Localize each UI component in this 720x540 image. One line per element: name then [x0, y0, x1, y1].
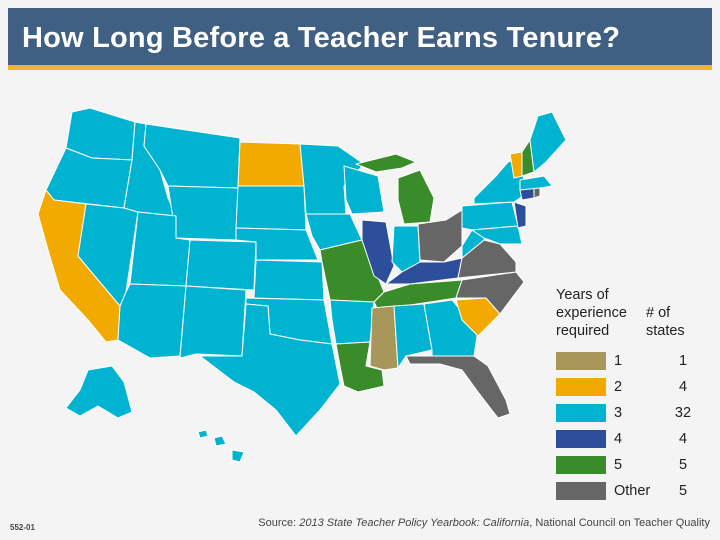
legend-heading-count: # of states [646, 305, 685, 339]
us-map [0, 80, 720, 520]
legend-swatch [556, 430, 606, 448]
state-hawaii [197, 429, 245, 463]
legend-row-label: 3 [614, 405, 623, 421]
state-alabama [393, 303, 433, 369]
state-mississippi [369, 305, 399, 371]
source-prefix: Source: [258, 517, 300, 529]
state-louisiana [335, 341, 385, 393]
title-bar: How Long Before a Teacher Earns Tenure? [8, 8, 712, 70]
us-map-svg [37, 107, 567, 463]
state-kansas [253, 259, 325, 301]
state-south-dakota [235, 185, 307, 231]
state-minnesota [299, 143, 365, 215]
source-title: 2013 State Teacher Policy Yearbook: Cali… [299, 517, 530, 529]
state-new-jersey [513, 201, 527, 229]
state-north-carolina [455, 271, 525, 315]
legend-heading-years: Years of experience required [556, 287, 627, 339]
slide-code: 552-01 [10, 523, 35, 532]
page-title: How Long Before a Teacher Earns Tenure? [22, 22, 621, 54]
legend-row: 4 4 [556, 430, 706, 450]
legend-row-label: 4 [614, 431, 623, 447]
legend: Years of experience required # of states… [556, 286, 706, 506]
legend-row-label: Other [614, 483, 651, 499]
state-wyoming [167, 185, 239, 241]
legend-row-count: 5 [678, 483, 688, 499]
legend-row-count: 4 [678, 431, 688, 447]
legend-row-count: 1 [678, 353, 688, 369]
state-pennsylvania [461, 201, 519, 231]
legend-row: 1 1 [556, 352, 706, 372]
legend-row-label: 1 [614, 353, 623, 369]
state-west-virginia [461, 229, 485, 259]
source-org: , National Council on Teacher Quality [529, 517, 710, 529]
state-wisconsin [343, 165, 385, 215]
legend-row: 3 32 [556, 404, 706, 424]
state-arkansas [329, 299, 375, 345]
legend-row-count: 5 [678, 457, 688, 473]
state-colorado [185, 239, 257, 291]
legend-row-label: 5 [614, 457, 623, 473]
state-arizona [117, 283, 187, 359]
source-note: Source: 2013 State Teacher Policy Yearbo… [258, 517, 710, 529]
legend-row: Other 5 [556, 482, 706, 502]
state-maryland [471, 225, 523, 245]
legend-row-label: 2 [614, 379, 623, 395]
state-rhode-island [533, 187, 541, 199]
legend-swatch [556, 404, 606, 422]
state-maine [529, 111, 567, 173]
legend-row: 5 5 [556, 456, 706, 476]
legend-swatch [556, 352, 606, 370]
legend-row-count: 4 [678, 379, 688, 395]
state-florida [405, 355, 511, 419]
state-california [37, 189, 121, 343]
legend-swatch [556, 482, 606, 500]
state-north-dakota [237, 141, 305, 187]
legend-swatch [556, 456, 606, 474]
legend-row: 2 4 [556, 378, 706, 398]
state-texas [199, 303, 341, 437]
state-massachusetts [519, 175, 553, 191]
legend-swatch [556, 378, 606, 396]
legend-row-count: 32 [674, 405, 692, 421]
state-alaska [65, 365, 133, 419]
state-new-mexico [179, 285, 247, 359]
